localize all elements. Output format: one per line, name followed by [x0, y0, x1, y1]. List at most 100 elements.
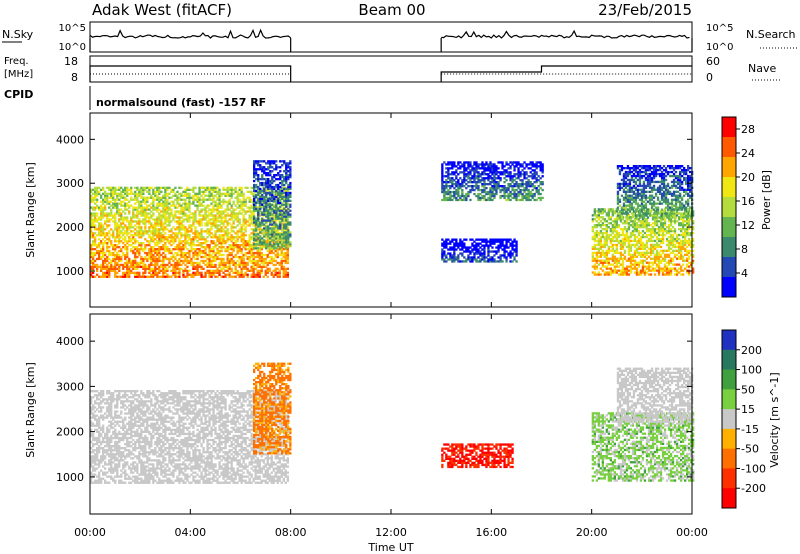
heatmap-cell — [116, 202, 119, 205]
heatmap-cell — [287, 211, 290, 214]
heatmap-cell — [281, 237, 284, 240]
heatmap-cell — [483, 179, 486, 182]
heatmap-cell — [124, 206, 127, 209]
heatmap-cell — [234, 226, 237, 229]
heatmap-cell — [539, 192, 542, 196]
heatmap-cell — [160, 248, 163, 251]
heatmap-cell — [449, 198, 452, 202]
heatmap-cell — [267, 187, 270, 191]
heatmap-cell — [259, 237, 262, 240]
heatmap-cell — [459, 171, 462, 174]
heatmap-cell — [605, 237, 608, 241]
heatmap-cell — [497, 185, 500, 188]
heatmap-cell — [633, 235, 637, 239]
heatmap-cell — [256, 265, 259, 268]
heatmap-cell — [186, 218, 189, 221]
heatmap-cell — [287, 213, 290, 216]
heatmap-cell — [136, 249, 139, 253]
heatmap-cell — [265, 221, 268, 224]
heatmap-cell — [487, 167, 490, 170]
heatmap-cell — [244, 263, 247, 267]
heatmap-cell — [623, 237, 627, 241]
heatmap-cell — [457, 258, 460, 261]
heatmap-cell — [208, 188, 211, 191]
heatmap-cell — [102, 267, 105, 270]
heatmap-cell — [200, 208, 203, 211]
heatmap-cell — [182, 226, 185, 229]
heatmap-cell — [611, 247, 614, 250]
heatmap-cell — [515, 260, 518, 263]
heatmap-cell — [242, 244, 245, 247]
heatmap-cell — [248, 200, 251, 203]
heatmap-cell — [208, 222, 211, 225]
heatmap-cell — [210, 249, 213, 253]
heatmap-cell — [521, 165, 524, 168]
heatmap-cell — [252, 224, 255, 227]
heatmap-cell — [236, 216, 239, 219]
heatmap-cell — [122, 234, 125, 237]
heatmap-cell — [180, 206, 183, 209]
heatmap-cell — [158, 275, 161, 278]
heatmap-cell — [160, 232, 163, 235]
heatmap-cell — [160, 190, 163, 193]
heatmap-cell — [515, 177, 518, 180]
heatmap-cell — [459, 242, 462, 245]
heatmap-cell — [457, 256, 460, 259]
heatmap-cell — [96, 212, 99, 215]
heatmap-cell — [633, 237, 637, 241]
heatmap-cell — [495, 177, 498, 180]
heatmap-cell — [134, 265, 137, 268]
heatmap-cell — [445, 242, 448, 245]
heatmap-cell — [150, 230, 153, 233]
heatmap-cell — [269, 207, 272, 210]
heatmap-cell — [124, 244, 127, 247]
heatmap-cell — [503, 256, 506, 259]
heatmap-cell — [210, 210, 213, 213]
heatmap-cell — [449, 256, 452, 259]
heatmap-cell — [176, 202, 179, 205]
heatmap-cell — [164, 206, 167, 209]
heatmap-cell — [264, 261, 267, 265]
heatmap-cell — [120, 214, 123, 217]
heatmap-cell — [252, 261, 255, 265]
heatmap-cell — [218, 249, 221, 253]
heatmap-cell — [457, 179, 460, 182]
heatmap-cell — [218, 234, 221, 237]
heatmap-cell — [263, 243, 266, 246]
heatmap-cell — [242, 257, 245, 261]
heatmap-cell — [441, 254, 444, 257]
heatmap-cell — [170, 249, 173, 253]
heatmap-cell — [453, 194, 456, 198]
heatmap-cell — [124, 224, 127, 227]
heatmap-cell — [164, 242, 167, 245]
heatmap-cell — [90, 273, 93, 276]
heatmap-cell — [116, 232, 119, 235]
heatmap-cell — [234, 275, 237, 278]
heatmap-cell — [168, 242, 171, 245]
heatmap-cell — [226, 200, 229, 203]
heatmap-cell — [194, 214, 197, 217]
heatmap-cell — [615, 261, 618, 264]
heatmap-cell — [230, 261, 233, 265]
heatmap-cell — [186, 188, 189, 191]
heatmap-cell — [220, 192, 223, 195]
heatmap-cell — [535, 198, 538, 202]
heatmap-cell — [196, 208, 199, 211]
heatmap-cell — [106, 212, 109, 215]
heatmap-cell — [156, 218, 159, 221]
heatmap-cell — [601, 216, 604, 219]
heatmap-cell — [98, 186, 101, 189]
heatmap-cell — [156, 220, 159, 223]
heatmap-cell — [613, 218, 616, 221]
heatmap-cell — [214, 255, 217, 259]
heatmap-cell — [491, 177, 494, 180]
heatmap-cell — [631, 231, 635, 235]
heatmap-cell — [152, 196, 155, 199]
heatmap-cell — [162, 210, 165, 213]
heatmap-cell — [104, 228, 107, 231]
heatmap-cell — [150, 206, 153, 209]
heatmap-cell — [621, 231, 625, 235]
heatmap-cell — [487, 252, 490, 255]
heatmap-cell — [100, 224, 103, 227]
heatmap-cell — [515, 188, 518, 192]
